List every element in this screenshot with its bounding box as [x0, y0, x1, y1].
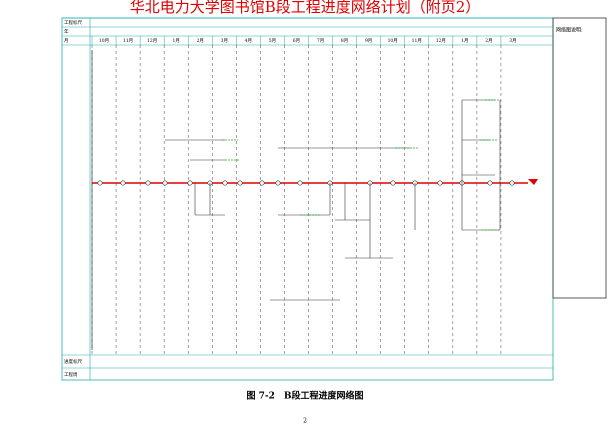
month-label: 11月 [412, 38, 422, 44]
month-label: 3月 [221, 38, 228, 44]
caption: 图 7-2 B段工程进度网络图 [246, 390, 363, 402]
month-label: 12月 [147, 38, 157, 44]
month-label: 4月 [245, 38, 252, 44]
node [187, 180, 193, 186]
page-title: 华北电力大学图书馆B段工程进度网络计划（附页2） [130, 0, 481, 16]
month-label: 10月 [99, 38, 109, 44]
node [237, 180, 243, 186]
node [390, 180, 396, 186]
month-label: 12月 [436, 38, 446, 44]
month-label: 1月 [461, 38, 468, 44]
month-label: 1月 [173, 38, 180, 44]
month-label: 11月 [123, 38, 133, 44]
month-label: 9月 [365, 38, 372, 44]
frame [61, 17, 554, 381]
node [297, 180, 303, 186]
page-number: 2 [303, 418, 307, 425]
notes-title: 网络图说明: [556, 27, 583, 34]
node [162, 180, 168, 186]
node [259, 180, 265, 186]
month-label: 8月 [341, 38, 348, 44]
month-label: 2月 [197, 38, 204, 44]
month-label: 2月 [485, 38, 492, 44]
node [487, 180, 493, 186]
notes-box [552, 17, 607, 299]
month-label: 7月 [317, 38, 324, 44]
month-label: 5月 [269, 38, 276, 44]
row-label: 进度标尺 [64, 358, 82, 365]
month-label: 10月 [388, 38, 398, 44]
row-label: 月 [64, 38, 69, 44]
month-label: 6月 [293, 38, 300, 44]
end-arrow [528, 179, 538, 185]
node [120, 180, 126, 186]
node [509, 180, 515, 186]
row-label: 年 [64, 28, 69, 35]
node [145, 180, 151, 186]
month-label: 3月 [509, 38, 516, 44]
row-label: 工程周 [64, 371, 78, 378]
row-label: 工程标尺 [64, 19, 82, 26]
node [97, 180, 103, 186]
node [437, 180, 443, 186]
node [275, 180, 281, 186]
node [222, 180, 228, 186]
